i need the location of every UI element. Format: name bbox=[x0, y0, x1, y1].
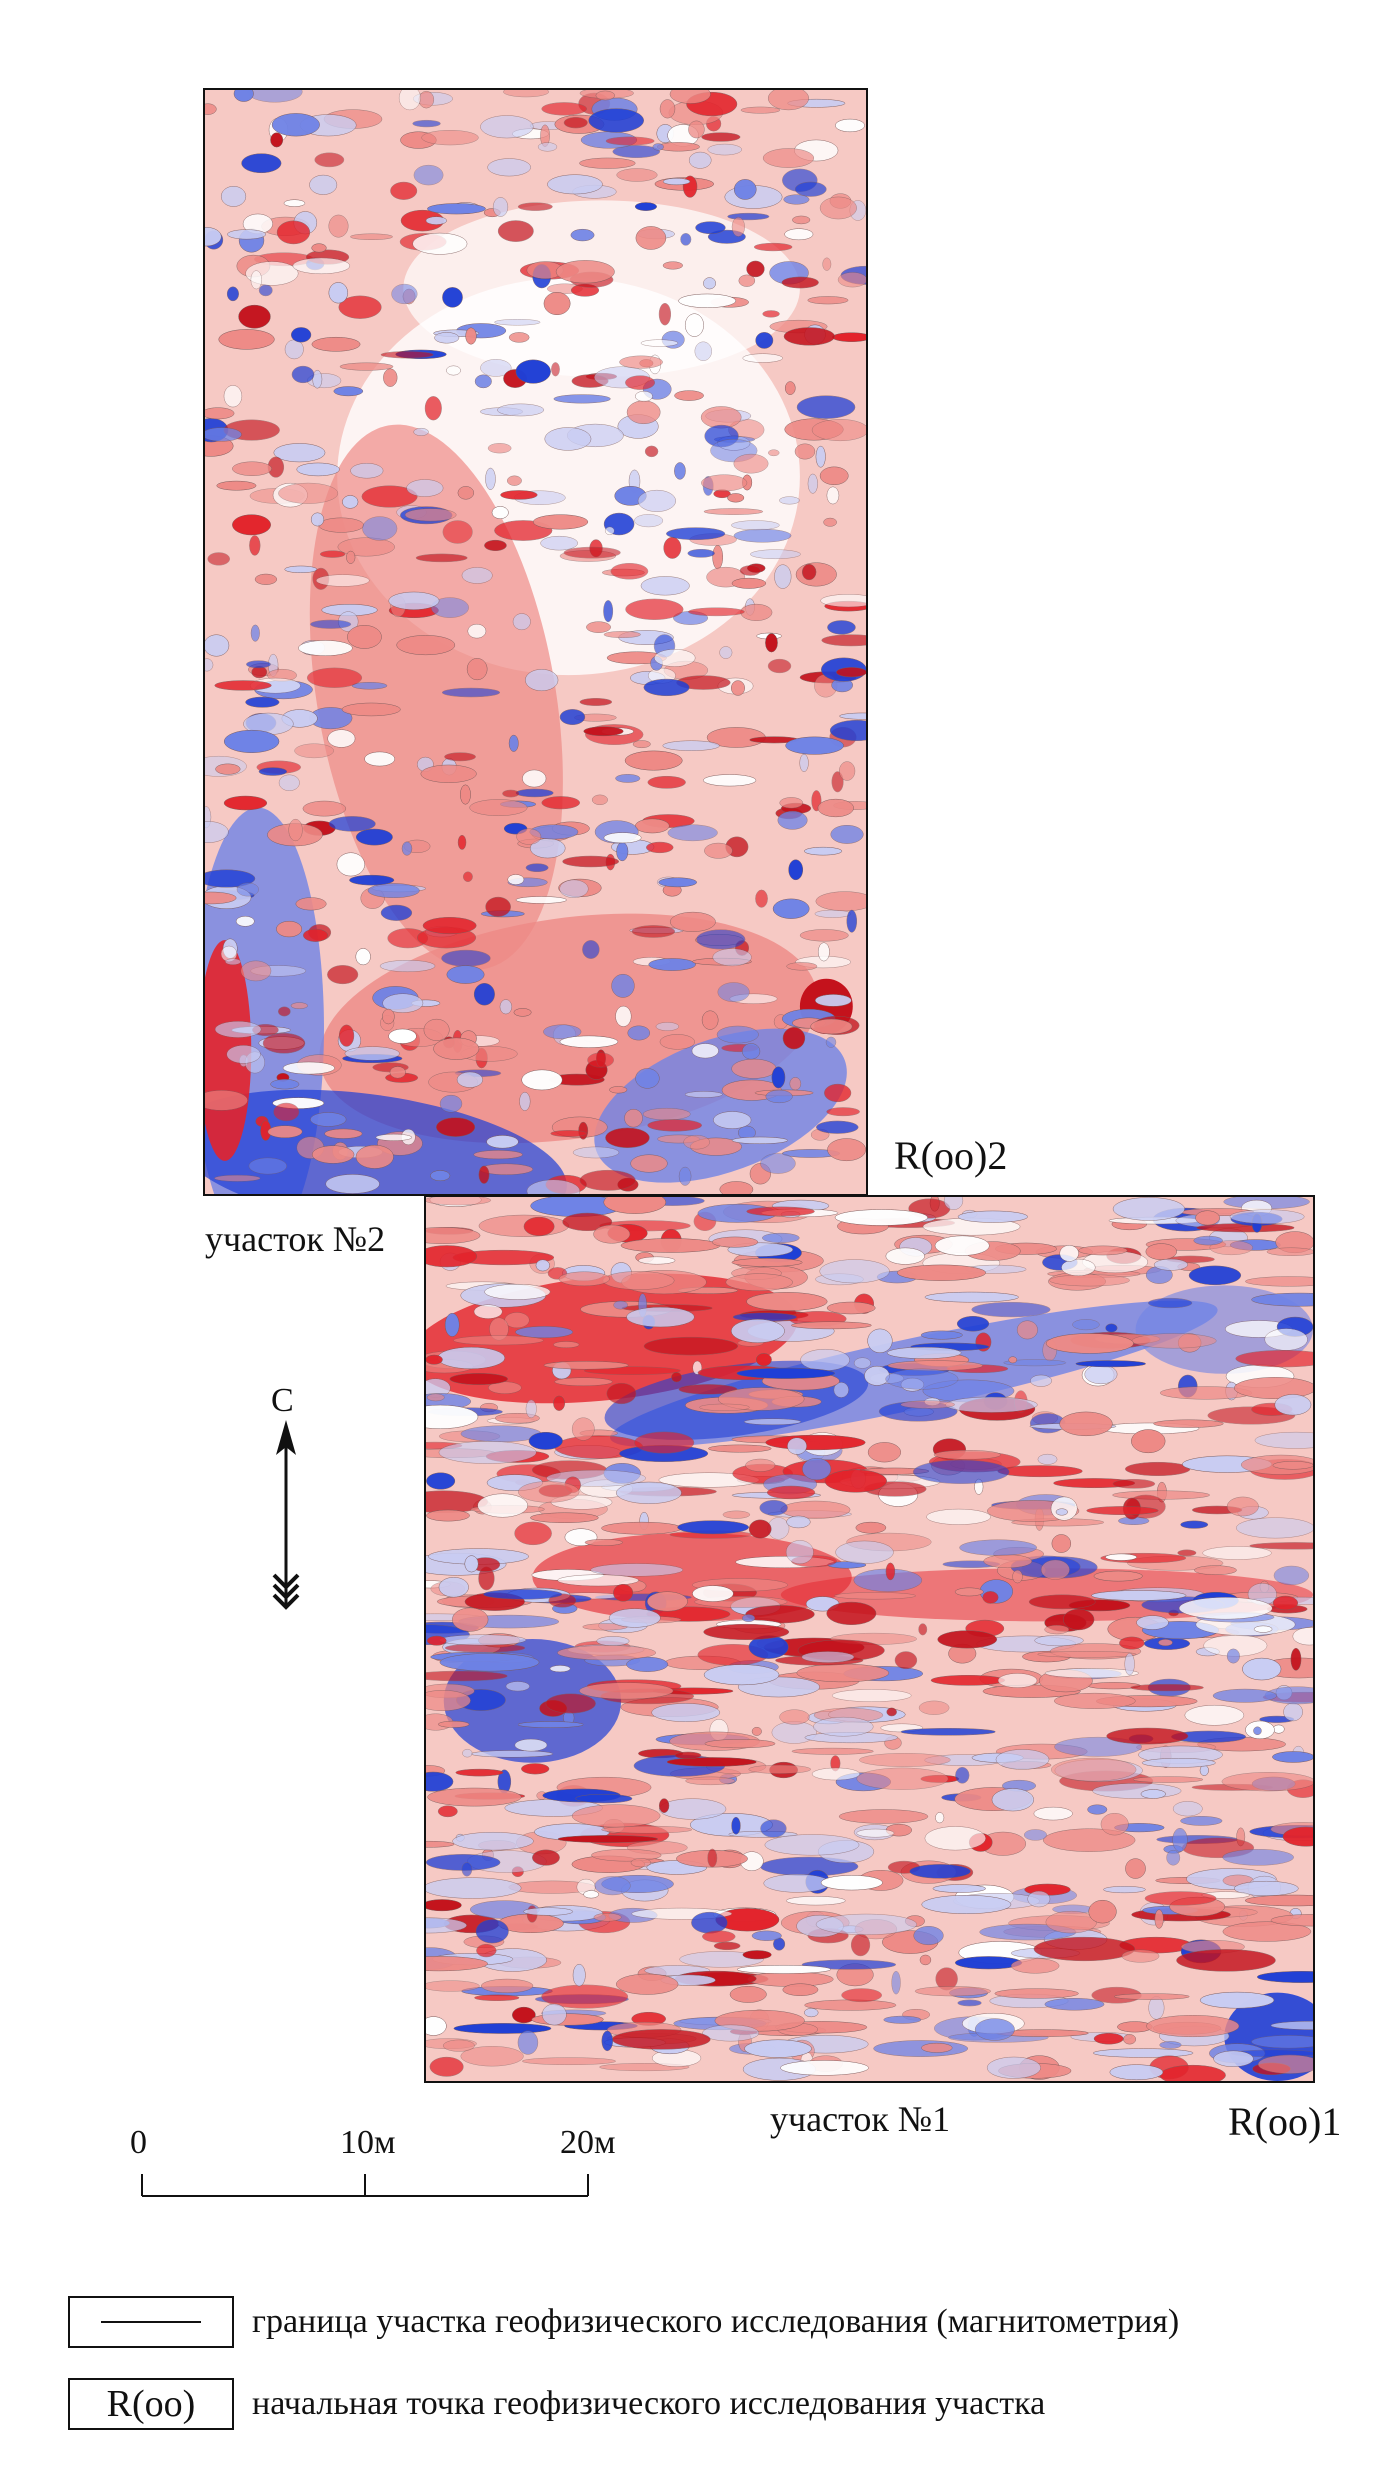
legend-boundary-symbol bbox=[68, 2296, 234, 2348]
north-letter: С bbox=[271, 1382, 294, 1419]
site-1-label: участок №1 bbox=[770, 2099, 951, 2139]
site-2-magnetometry-map bbox=[203, 88, 868, 1196]
scale-label-0: 0 bbox=[130, 2124, 147, 2161]
legend-start-point-symbol: R(оо) bbox=[68, 2378, 234, 2430]
legend: граница участка геофизического исследова… bbox=[68, 2295, 1368, 2435]
site-2-anomaly-field bbox=[205, 90, 866, 1194]
legend-row-start-point: R(оо) начальная точка геофизического исс… bbox=[68, 2377, 1045, 2431]
site-1-magnetometry-map bbox=[424, 1195, 1315, 2083]
scale-label-20m: 20м bbox=[560, 2124, 616, 2161]
north-arrow-icon bbox=[272, 1420, 300, 1610]
legend-start-point-text: начальная точка геофизического исследова… bbox=[252, 2385, 1046, 2422]
legend-row-boundary: граница участка геофизического исследова… bbox=[68, 2295, 1179, 2349]
legend-boundary-text: граница участка геофизического исследова… bbox=[252, 2303, 1180, 2340]
site-1-start-point-label: R(оо)1 bbox=[1228, 2099, 1342, 2144]
site-1-anomaly-field bbox=[426, 1197, 1313, 2081]
site-2-label: участок №2 bbox=[205, 1219, 386, 1259]
site-2-start-point-label: R(оо)2 bbox=[894, 1133, 1008, 1178]
scale-bar bbox=[141, 2174, 589, 2197]
scale-label-10m: 10м bbox=[340, 2124, 396, 2161]
